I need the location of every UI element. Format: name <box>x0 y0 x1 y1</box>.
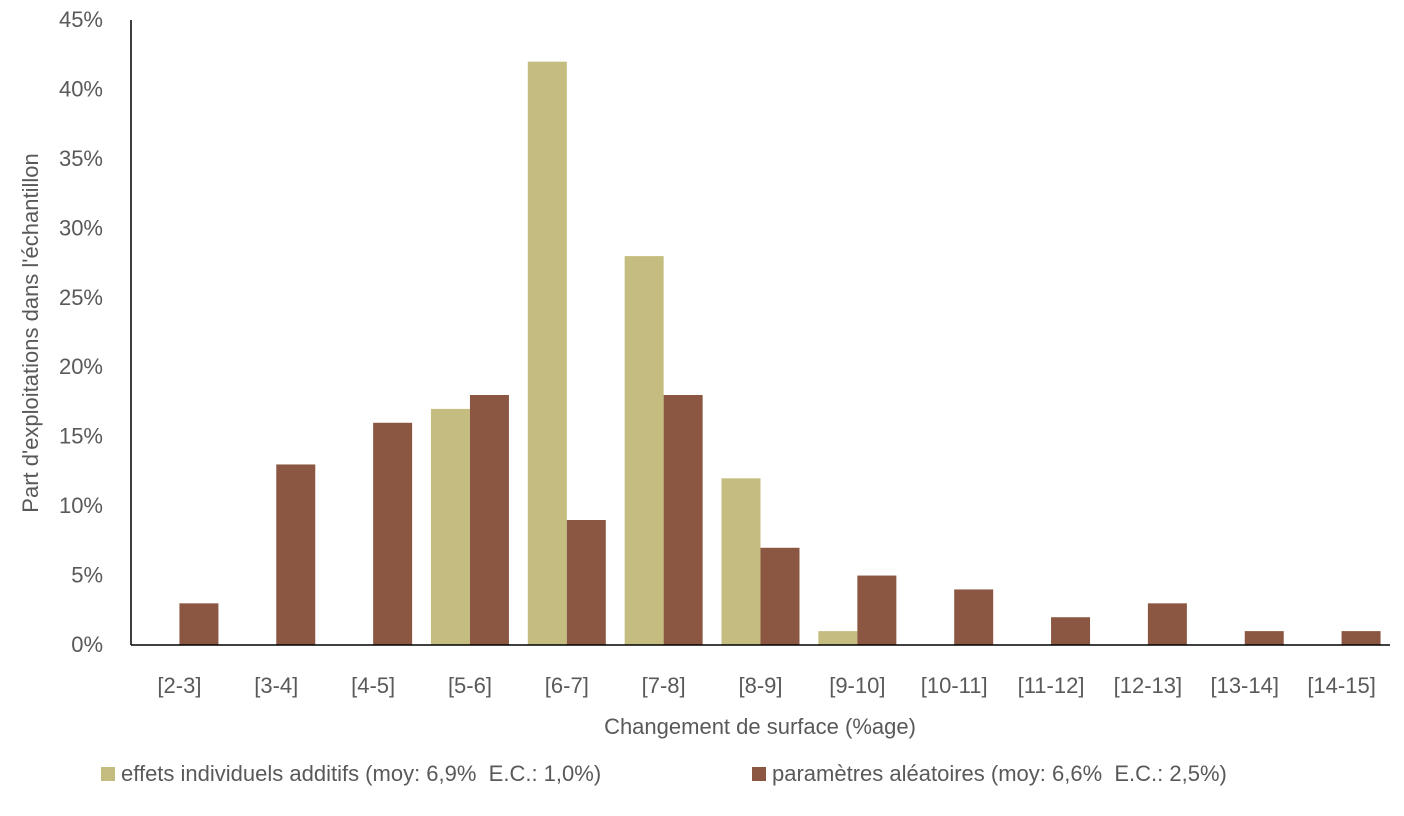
bar-series-2 <box>276 464 316 645</box>
legend-label-series-1: effets individuels additifs (moy: 6,9% E… <box>121 761 601 786</box>
legend-label-series-2: paramètres aléatoires (moy: 6,6% E.C.: 2… <box>772 761 1227 786</box>
x-tick-label: [14-15] <box>1307 673 1376 698</box>
bar-series-1 <box>527 61 567 645</box>
x-tick-label: [2-3] <box>157 673 201 698</box>
legend-swatch-series-1 <box>101 767 115 781</box>
x-tick-label: [6-7] <box>545 673 589 698</box>
y-axis-ticks: 0% 5% 10% 15% 20% 25% 30% 35% 40% 45% <box>59 7 103 657</box>
y-tick-label: 0% <box>71 632 103 657</box>
bar-series-2 <box>1051 617 1091 645</box>
bar-series-2 <box>663 395 703 645</box>
x-axis-title: Changement de surface (%age) <box>604 714 916 739</box>
y-tick-label: 20% <box>59 354 103 379</box>
y-tick-label: 35% <box>59 146 103 171</box>
y-tick-label: 10% <box>59 493 103 518</box>
y-tick-label: 30% <box>59 215 103 240</box>
x-tick-label: [11-12] <box>1018 673 1085 698</box>
x-tick-label: [4-5] <box>351 673 395 698</box>
y-tick-label: 40% <box>59 76 103 101</box>
x-tick-label: [7-8] <box>642 673 686 698</box>
x-tick-label: [13-14] <box>1210 673 1279 698</box>
legend-swatch-series-2 <box>752 767 766 781</box>
bar-series-2 <box>1341 631 1381 645</box>
bar-series-2 <box>1147 603 1187 645</box>
bar-series-1 <box>430 408 470 645</box>
bar-series-1 <box>624 256 664 645</box>
bar-series-2 <box>1244 631 1284 645</box>
bar-series-2 <box>857 575 897 645</box>
bar-series-2 <box>954 589 994 645</box>
bar-series-1 <box>721 478 761 645</box>
bar-series-2 <box>566 520 606 645</box>
x-tick-label: [10-11] <box>921 673 988 698</box>
x-axis-ticks: [2-3] [3-4] [4-5] [5-6] [6-7] [7-8] [8-9] [9-10… <box>157 673 1375 698</box>
x-tick-label: [12-13] <box>1114 673 1183 698</box>
x-tick-label: [9-10] <box>829 673 885 698</box>
y-tick-label: 45% <box>59 7 103 32</box>
bars <box>179 61 1381 645</box>
y-tick-label: 25% <box>59 285 103 310</box>
y-axis-title: Part d'exploitations dans l'échantillon <box>18 153 43 512</box>
legend: effets individuels additifs (moy: 6,9% E… <box>101 761 1227 786</box>
x-tick-label: [5-6] <box>448 673 492 698</box>
bar-series-2 <box>179 603 219 645</box>
bar-series-2 <box>469 395 509 645</box>
bar-series-1 <box>818 631 858 645</box>
bar-series-2 <box>373 422 413 645</box>
y-tick-label: 5% <box>71 563 103 588</box>
bar-series-2 <box>760 547 800 645</box>
y-tick-label: 15% <box>59 424 103 449</box>
x-tick-label: [8-9] <box>738 673 782 698</box>
x-tick-label: [3-4] <box>254 673 298 698</box>
